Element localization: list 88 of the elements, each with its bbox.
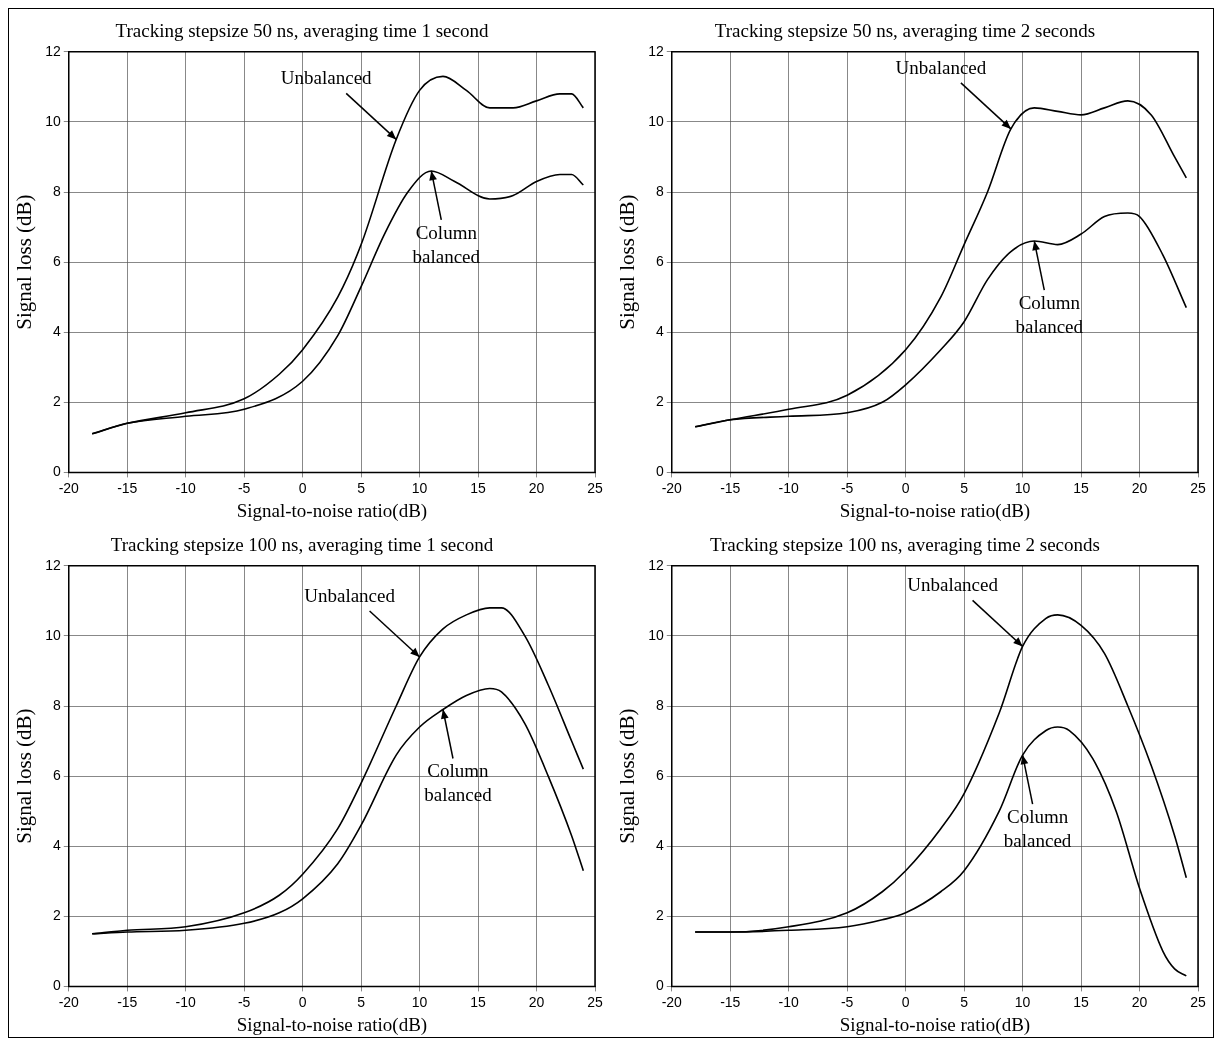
y-tick-label: 10 (45, 112, 61, 129)
y-tick-label: 2 (655, 907, 664, 924)
y-tick-label: 6 (655, 766, 664, 783)
y-tick-label: 12 (648, 42, 664, 59)
x-axis-title: Signal-to-noise ratio(dB) (236, 1013, 428, 1036)
x-tick-label: 15 (470, 993, 487, 1010)
x-tick-label: -20 (661, 479, 683, 496)
y-tick-label: 8 (52, 182, 61, 199)
y-tick-label: 12 (45, 42, 61, 59)
x-tick-label: -20 (58, 993, 80, 1010)
x-tick-label: 20 (528, 993, 545, 1010)
x-tick-label: -10 (175, 993, 197, 1010)
x-tick-label: 15 (470, 479, 487, 496)
x-tick-label: -10 (778, 993, 800, 1010)
y-tick-label: 6 (52, 252, 61, 269)
y-tick-label: 8 (655, 182, 664, 199)
y-axis-title: Signal loss (dB) (615, 194, 640, 330)
y-axis-title: Signal loss (dB) (615, 708, 640, 844)
x-tick-label: 10 (1014, 993, 1031, 1010)
x-tick-label: 5 (960, 479, 969, 496)
x-tick-label: 15 (1073, 479, 1090, 496)
x-tick-label: -20 (58, 479, 80, 496)
annotation: Column balanced (412, 221, 481, 267)
x-tick-label: 0 (901, 993, 910, 1010)
y-tick-label: 10 (45, 626, 61, 643)
y-axis-title: Signal loss (dB) (12, 194, 37, 330)
x-tick-label: -15 (720, 993, 741, 1010)
x-axis-title: Signal-to-noise ratio(dB) (236, 499, 428, 522)
x-tick-label: -15 (720, 479, 741, 496)
x-tick-label: 20 (1131, 993, 1148, 1010)
y-tick-label: 2 (52, 393, 61, 410)
x-axis-title: Signal-to-noise ratio(dB) (839, 499, 1031, 522)
y-tick-label: 2 (52, 907, 61, 924)
x-tick-label: 5 (960, 993, 969, 1010)
y-tick-label: 2 (655, 393, 664, 410)
y-tick-label: 0 (655, 463, 664, 480)
x-tick-label: 0 (298, 993, 307, 1010)
y-tick-label: 8 (655, 696, 664, 713)
y-tick-label: 12 (648, 556, 664, 573)
y-tick-label: 10 (648, 112, 664, 129)
chart-title: Tracking stepsize 50 ns, averaging time 1 second (115, 20, 489, 42)
annotation: Column balanced (424, 760, 493, 806)
x-tick-label: 25 (1190, 993, 1206, 1010)
y-tick-label: 0 (655, 977, 664, 994)
x-tick-label: -20 (661, 993, 683, 1010)
x-tick-label: -10 (778, 479, 800, 496)
y-tick-label: 8 (52, 696, 61, 713)
x-tick-label: -5 (840, 479, 854, 496)
x-tick-label: 15 (1073, 993, 1090, 1010)
x-tick-label: 25 (587, 993, 603, 1010)
y-tick-label: 4 (52, 323, 61, 340)
annotation: Unbalanced (304, 584, 396, 606)
annotation: Unbalanced (280, 67, 373, 89)
x-tick-label: 25 (587, 479, 603, 496)
x-tick-label: -5 (237, 479, 251, 496)
annotation: Column balanced (1015, 292, 1084, 338)
x-tick-label: 20 (528, 479, 545, 496)
y-tick-label: 0 (52, 463, 61, 480)
annotation: Unbalanced (895, 56, 987, 78)
annotation: Unbalanced (907, 574, 999, 596)
x-tick-label: -15 (117, 479, 138, 496)
y-tick-label: 4 (52, 837, 61, 854)
y-tick-label: 4 (655, 323, 664, 340)
x-tick-label: 5 (357, 993, 366, 1010)
x-tick-label: 10 (411, 479, 428, 496)
y-tick-label: 0 (52, 977, 61, 994)
x-tick-label: 10 (1014, 479, 1031, 496)
x-axis-title: Signal-to-noise ratio(dB) (839, 1013, 1031, 1036)
x-tick-label: 5 (357, 479, 366, 496)
annotation: Column balanced (1003, 806, 1072, 852)
chart-title: Tracking stepsize 50 ns, averaging time 2 seconds (714, 20, 1096, 42)
y-tick-label: 6 (52, 766, 61, 783)
x-tick-label: 25 (1190, 479, 1206, 496)
y-tick-label: 12 (45, 556, 61, 573)
y-tick-label: 10 (648, 626, 664, 643)
x-tick-label: 10 (411, 993, 428, 1010)
y-tick-label: 6 (655, 252, 664, 269)
x-tick-label: 0 (901, 479, 910, 496)
chart-title: Tracking stepsize 100 ns, averaging time 2 seconds (710, 534, 1100, 556)
x-tick-label: 20 (1131, 479, 1148, 496)
chart-title: Tracking stepsize 100 ns, averaging time 1 second (110, 534, 494, 556)
x-tick-label: -15 (117, 993, 138, 1010)
x-tick-label: -5 (840, 993, 854, 1010)
x-tick-label: -10 (175, 479, 197, 496)
y-tick-label: 4 (655, 837, 664, 854)
y-axis-title: Signal loss (dB) (12, 708, 37, 844)
x-tick-label: 0 (298, 479, 307, 496)
x-tick-label: -5 (237, 993, 251, 1010)
